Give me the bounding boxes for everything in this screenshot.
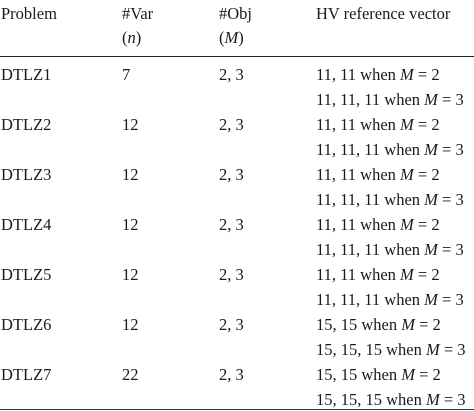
header-hv: HV reference vector [316,4,451,23]
cell-hv-m2: 11, 11 when M = 2 [316,265,440,284]
cell-hv-m2: 15, 15 when M = 2 [316,315,441,334]
cell-hv-m3: 11, 11, 11 when M = 3 [316,240,464,259]
cell-var: 12 [122,115,139,134]
cell-obj: 2, 3 [219,365,244,384]
cell-hv-m3: 11, 11, 11 when M = 3 [316,290,464,309]
cell-hv-m2: 11, 11 when M = 2 [316,115,440,134]
cell-var: 12 [122,165,139,184]
cell-problem: DTLZ2 [1,115,52,134]
header-rule [0,56,474,58]
header-problem: Problem [1,4,57,23]
header-var: #Var [122,4,154,23]
cell-hv-m2: 11, 11 when M = 2 [316,215,440,234]
cell-var: 7 [122,65,131,84]
cell-problem: DTLZ6 [1,315,52,334]
cell-hv-m2: 11, 11 when M = 2 [316,65,440,84]
cell-var: 12 [122,265,139,284]
header-obj: #Obj [219,4,252,23]
cell-obj: 2, 3 [219,115,244,134]
cell-hv-m3: 15, 15, 15 when M = 3 [316,390,466,409]
cell-hv-m3: 11, 11, 11 when M = 3 [316,140,464,159]
cell-obj: 2, 3 [219,165,244,184]
cell-obj: 2, 3 [219,65,244,84]
cell-problem: DTLZ1 [1,65,52,84]
cell-hv-m3: 11, 11, 11 when M = 3 [316,90,464,109]
cell-problem: DTLZ3 [1,165,52,184]
header-var-sub: (n) [122,28,142,47]
cell-problem: DTLZ4 [1,215,52,234]
cell-var: 12 [122,315,139,334]
cell-obj: 2, 3 [219,265,244,284]
cell-problem: DTLZ7 [1,365,52,384]
cell-hv-m3: 15, 15, 15 when M = 3 [316,340,466,359]
bottom-rule [0,409,474,410]
header-obj-sub: (M) [219,28,244,47]
cell-var: 22 [122,365,139,384]
cell-hv-m2: 15, 15 when M = 2 [316,365,441,384]
cell-obj: 2, 3 [219,215,244,234]
cell-obj: 2, 3 [219,315,244,334]
cell-hv-m2: 11, 11 when M = 2 [316,165,440,184]
cell-var: 12 [122,215,139,234]
cell-problem: DTLZ5 [1,265,52,284]
cell-hv-m3: 11, 11, 11 when M = 3 [316,190,464,209]
